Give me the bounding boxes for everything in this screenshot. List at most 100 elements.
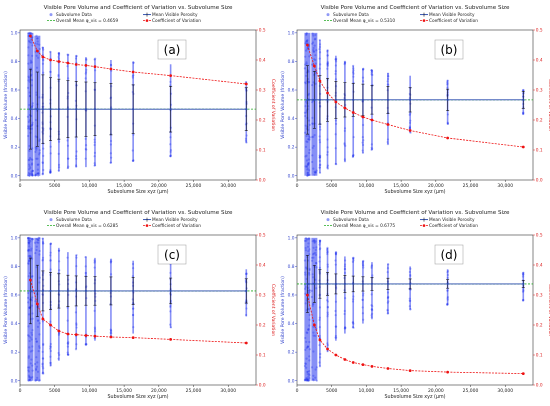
y2-tick-label: 0.3 xyxy=(259,293,266,299)
legend-marker-cv-dot xyxy=(145,224,149,227)
subvolume-column xyxy=(362,260,364,324)
y-tick-label: 0.8 xyxy=(288,59,295,65)
cv-point xyxy=(35,49,39,53)
mean-point xyxy=(318,282,321,285)
subvolume-column xyxy=(344,256,346,334)
y2-tick-label: 0.0 xyxy=(536,383,543,389)
mean-point xyxy=(36,289,39,292)
y-tick-label: 0.6 xyxy=(11,293,18,299)
legend-marker-subvolume xyxy=(49,13,53,17)
x-tick-label: 10,000 xyxy=(82,183,98,189)
legend-marker-subvolume xyxy=(326,13,330,17)
mean-point xyxy=(318,98,321,101)
legend-label: Overall Mean φ_vis = 0.5310 xyxy=(333,18,395,24)
y2-axis-label: Coefficient of Variation xyxy=(270,284,276,336)
panel-label: (a) xyxy=(164,43,181,57)
cv-point xyxy=(93,334,97,338)
legend-marker-subvolume xyxy=(49,218,53,222)
y-tick-label: 0.2 xyxy=(288,350,295,356)
y2-tick-label: 0.0 xyxy=(259,383,266,389)
legend-label: Subvolume Data xyxy=(56,12,92,18)
mean-point xyxy=(409,98,412,101)
x-axis-label: Subvolume Size xyz (μm) xyxy=(385,394,446,400)
mean-point xyxy=(352,282,355,285)
chart-title: Visible Pore Volume and Coefficient of V… xyxy=(44,5,233,11)
y-tick-label: 1.0 xyxy=(11,30,18,36)
y-axis-label: Visible Pore Volume (fraction) xyxy=(280,71,286,139)
x-tick-label: 20,000 xyxy=(151,388,167,394)
y2-tick-label: 0.2 xyxy=(536,323,543,329)
mean-point xyxy=(522,282,525,285)
cv-point xyxy=(306,293,309,297)
mean-point xyxy=(386,98,389,101)
cv-point xyxy=(306,43,309,47)
cv-point xyxy=(29,34,32,38)
mean-point xyxy=(245,289,248,292)
cv-point xyxy=(49,58,52,62)
panel-label: (d) xyxy=(441,248,458,262)
subvolume-column xyxy=(311,237,318,381)
mean-point xyxy=(84,108,87,111)
y2-tick-label: 0.1 xyxy=(536,148,543,154)
cv-point xyxy=(370,365,374,368)
plot-area xyxy=(19,29,257,181)
x-tick-label: 25,000 xyxy=(186,183,202,189)
mean-point xyxy=(132,108,135,111)
mean-point xyxy=(29,289,32,292)
y-tick-label: 0.2 xyxy=(288,145,295,151)
y2-tick-label: 0.5 xyxy=(536,233,543,239)
mean-point xyxy=(49,289,52,292)
y-tick-label: 0.8 xyxy=(11,59,18,65)
y-tick-label: 0.0 xyxy=(288,173,295,179)
legend-label: Overall Mean φ_vis = 0.4659 xyxy=(56,18,118,24)
x-tick-label: 0 xyxy=(296,388,299,394)
x-tick-label: 0 xyxy=(19,388,22,394)
y2-tick-label: 0.1 xyxy=(536,353,543,359)
cv-point xyxy=(318,338,322,342)
x-tick-label: 15,000 xyxy=(116,183,132,189)
y-axis-label: Visible Pore Volume (fraction) xyxy=(3,276,9,344)
mean-point xyxy=(84,289,87,292)
legend-label: Coefficient of Variation xyxy=(429,223,478,229)
mean-point xyxy=(66,108,69,111)
mean-point xyxy=(522,98,525,101)
x-tick-label: 0 xyxy=(19,183,22,189)
y2-tick-label: 0.4 xyxy=(536,263,543,269)
x-tick-label: 25,000 xyxy=(463,388,479,394)
legend-label: Subvolume Data xyxy=(333,12,369,18)
y2-axis-label: Coefficient of Variation xyxy=(270,79,276,131)
cv-point xyxy=(131,336,135,339)
y-tick-label: 1.0 xyxy=(288,235,295,241)
cv-point xyxy=(408,129,412,132)
y2-tick-label: 0.1 xyxy=(259,148,266,154)
panel-label-box xyxy=(157,244,187,265)
mean-point xyxy=(313,282,316,285)
y2-tick-label: 0.5 xyxy=(259,233,266,239)
legend-label: Mean Visible Porosity xyxy=(429,217,475,223)
x-tick-label: 20,000 xyxy=(428,183,444,189)
x-tick-label: 15,000 xyxy=(116,388,132,394)
legend-marker-cv-dot xyxy=(145,19,149,22)
chart-panel-3: Visible Pore Volume and Coefficient of V… xyxy=(3,210,276,400)
y-tick-label: 0.6 xyxy=(288,293,295,299)
y2-tick-label: 0.3 xyxy=(536,293,543,299)
cv-point xyxy=(74,333,78,336)
panel-label-box xyxy=(434,244,464,265)
x-tick-label: 20,000 xyxy=(151,183,167,189)
chart-title: Visible Pore Volume and Coefficient of V… xyxy=(44,210,233,216)
panel-label-box xyxy=(434,39,464,60)
legend-marker-cv-dot xyxy=(422,224,426,227)
legend-marker-subvolume xyxy=(326,218,330,222)
mean-point xyxy=(326,282,329,285)
cv-point xyxy=(169,338,173,341)
cv-point xyxy=(386,367,390,370)
cv-point xyxy=(41,55,45,59)
chart-panel-4: Visible Pore Volume and Coefficient of V… xyxy=(280,210,550,400)
mean-point xyxy=(361,282,364,285)
x-tick-label: 10,000 xyxy=(359,388,375,394)
mean-point xyxy=(36,108,39,111)
y2-tick-label: 0.3 xyxy=(536,88,543,94)
cv-point xyxy=(57,60,61,63)
